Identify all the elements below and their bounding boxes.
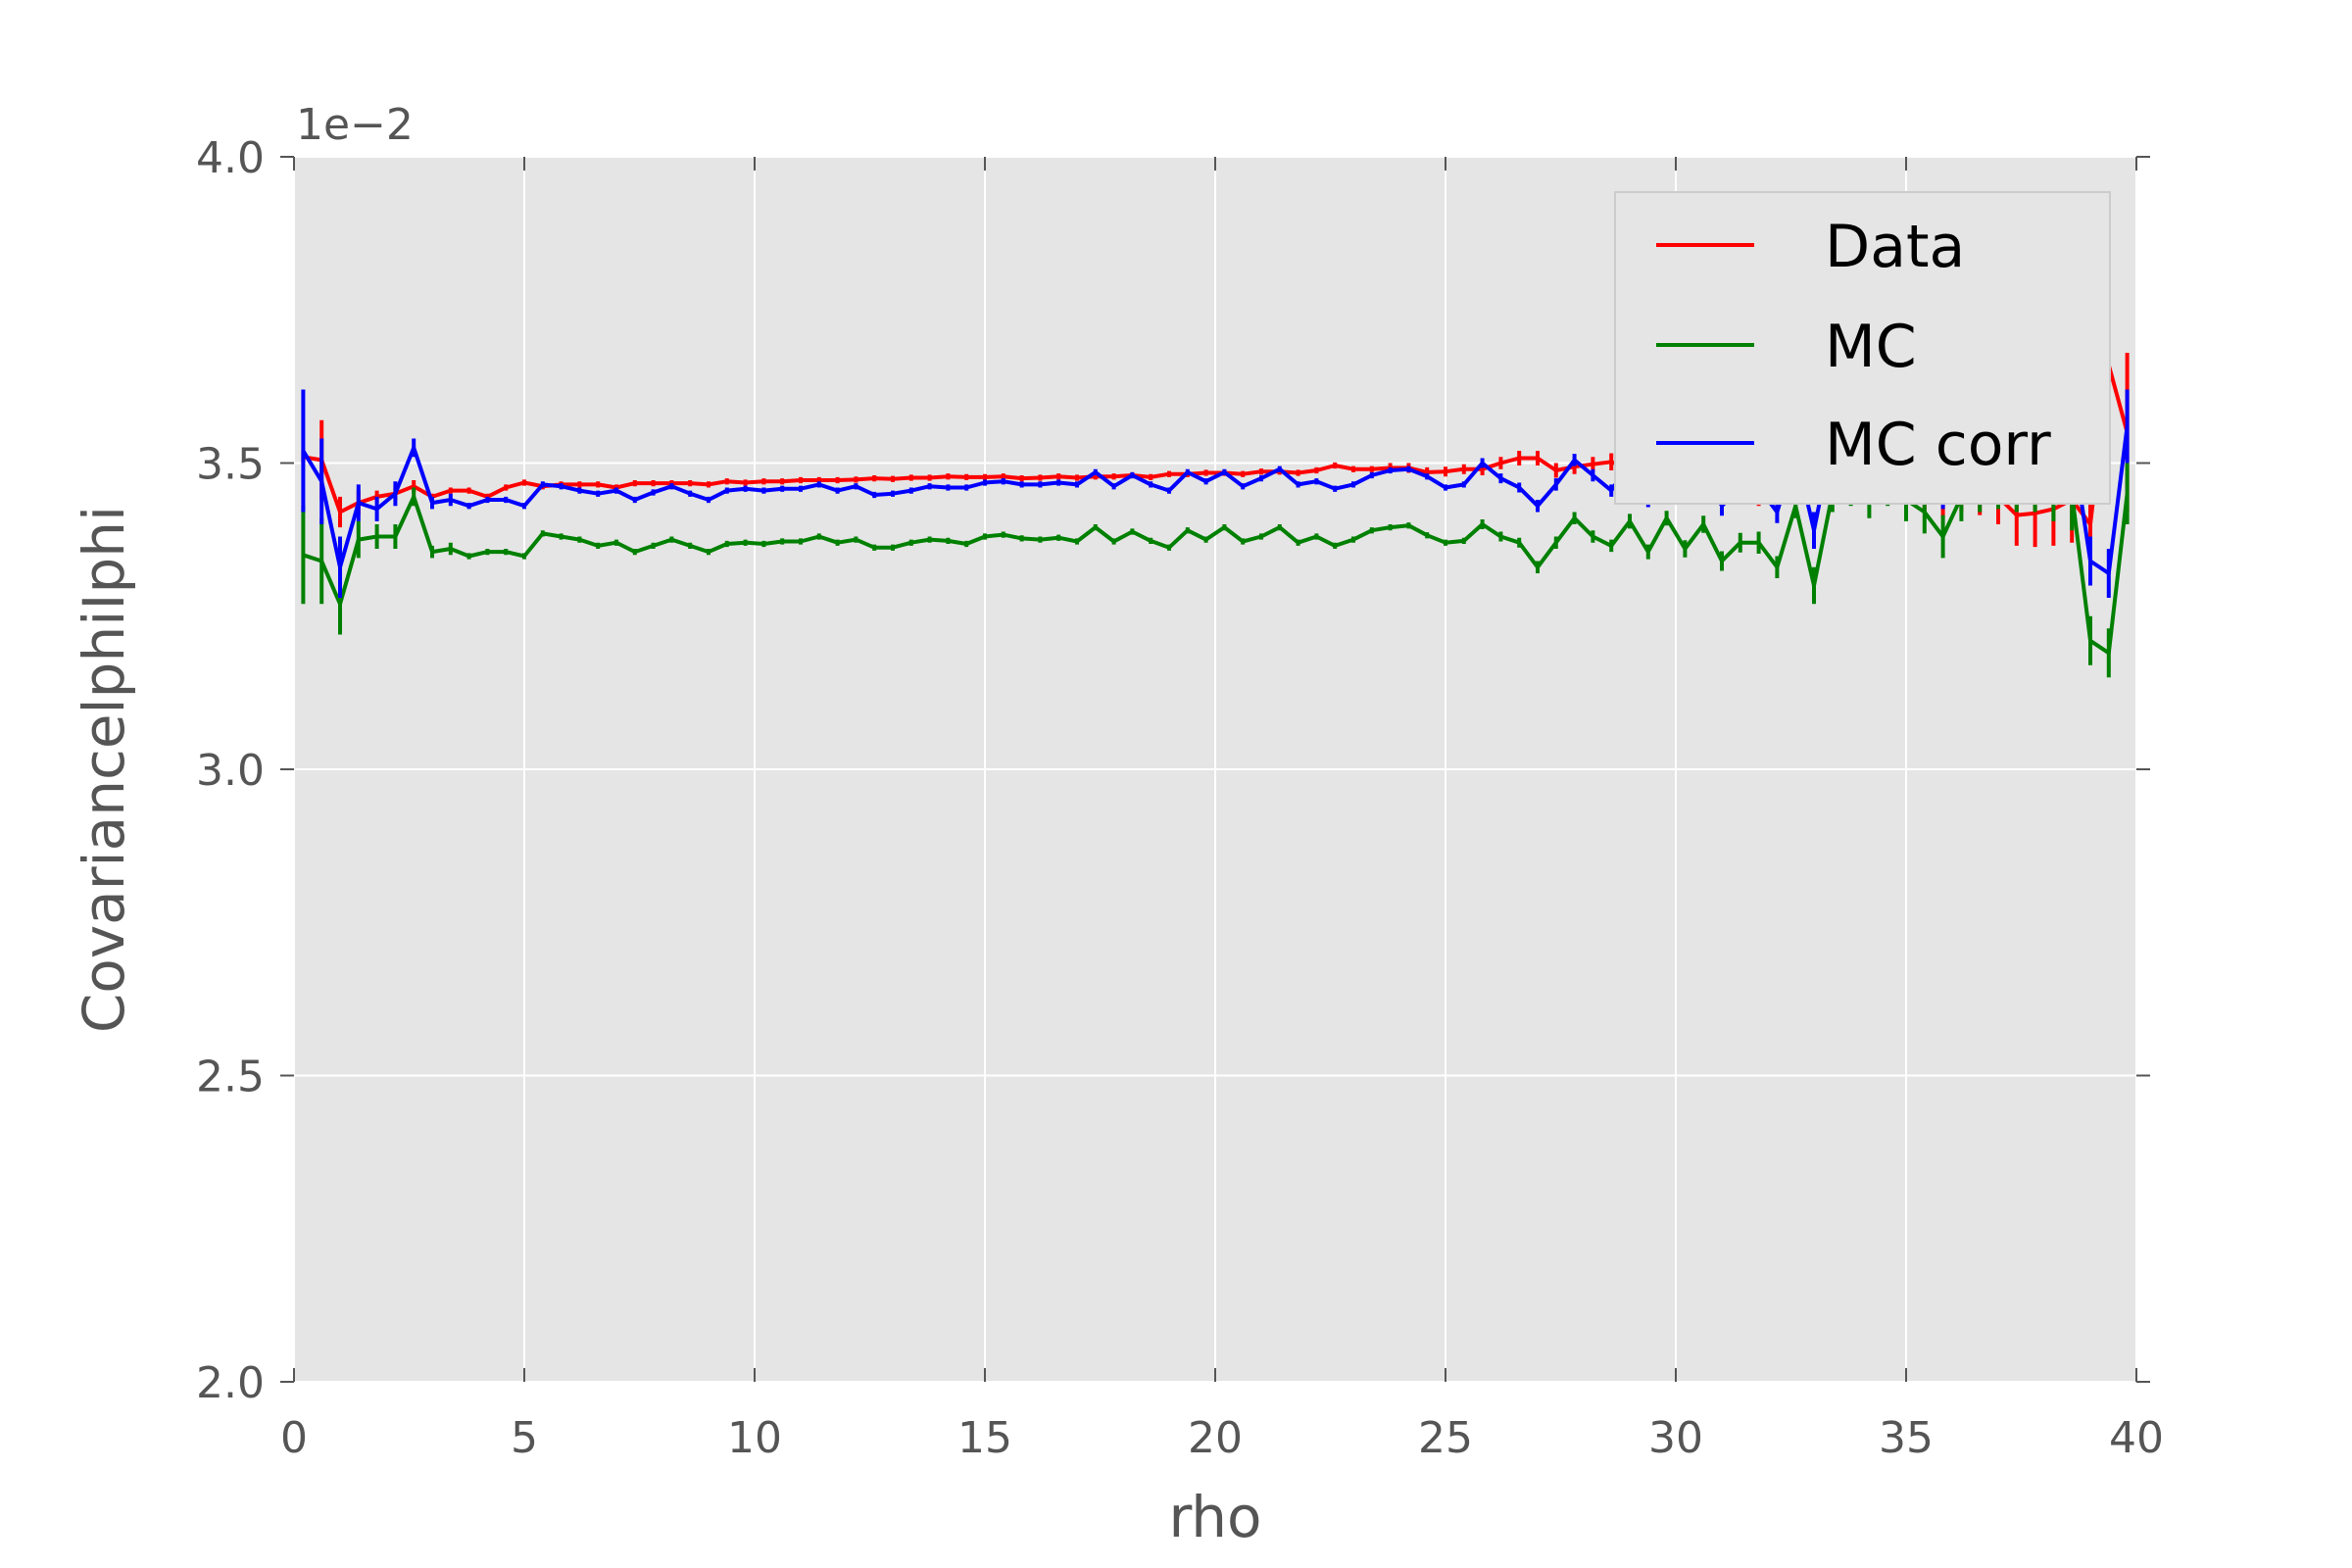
x-tick-label: 5 (511, 1413, 538, 1463)
x-tick-label: 40 (2109, 1413, 2164, 1463)
y-tick-label: 3.0 (196, 746, 265, 796)
x-tick-label: 35 (1879, 1413, 1934, 1463)
x-tick-label: 10 (727, 1413, 782, 1463)
legend-label-mc: MC (1825, 313, 1917, 381)
y-tick-label: 2.5 (196, 1053, 265, 1102)
legend: Data MC MC corr (1614, 191, 2111, 505)
y-tick-label: 2.0 (196, 1358, 265, 1408)
x-tick-label: 20 (1188, 1413, 1243, 1463)
y-axis-label: CovariancelphiIphi (71, 506, 137, 1033)
x-tick-label: 30 (1648, 1413, 1703, 1463)
x-axis-label: rho (1168, 1484, 1261, 1550)
series-line-mc (302, 479, 2130, 656)
x-tick-label: 15 (957, 1413, 1012, 1463)
legend-label-data: Data (1825, 213, 1965, 281)
x-tick-label: 0 (280, 1413, 308, 1463)
y-tick-label: 4.0 (196, 133, 265, 183)
y-scale-label: 1e−2 (296, 100, 414, 150)
y-tick-label: 3.5 (196, 440, 265, 490)
x-tick-label: 25 (1418, 1413, 1473, 1463)
axis-ticks: 0 5 10 15 20 25 30 35 40 2.0 2.5 3.0 3.5 4.0 (196, 133, 2164, 1463)
legend-label-mc-corr: MC corr (1825, 411, 2051, 479)
